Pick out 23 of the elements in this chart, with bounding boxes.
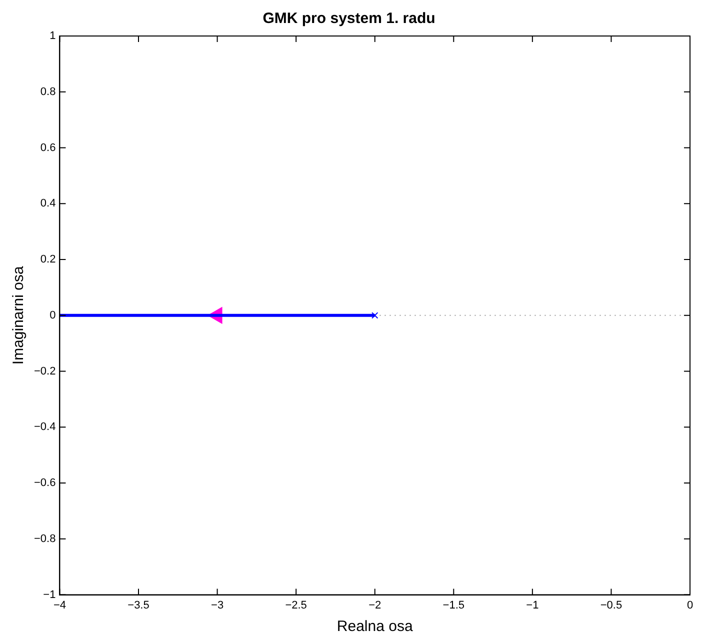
y-tick-label: −0.4: [34, 421, 56, 434]
x-tick-label: 0: [686, 599, 694, 612]
x-tick-label: −3: [211, 599, 224, 612]
y-tick-label: −0.2: [34, 365, 56, 378]
y-tick-label: 0.2: [40, 254, 56, 266]
y-tick-label: 0.8: [40, 86, 56, 98]
y-tick-label: −0.6: [34, 477, 56, 490]
y-tick-label: 0.6: [40, 142, 56, 154]
x-tick-label: −4: [53, 599, 66, 612]
x-tick-label: −2: [368, 599, 382, 612]
chart-title: GMK pro system 1. radu: [262, 10, 436, 28]
y-axis-title: Imaginarni osa: [10, 266, 28, 365]
x-tick-label: −1: [526, 599, 539, 612]
y-tick-label: 0.4: [40, 198, 56, 210]
y-tick-label: −1: [43, 588, 56, 601]
x-tick-label: −0.5: [600, 599, 622, 612]
x-tick-label: −3.5: [128, 599, 150, 612]
y-tick-label: −0.8: [34, 532, 56, 545]
x-tick-label: −2.5: [285, 599, 307, 612]
y-tick-label: 0: [50, 309, 56, 322]
x-axis-title: Realna osa: [336, 618, 414, 636]
x-tick-label: −1.5: [442, 599, 465, 612]
y-tick-label: 1: [50, 30, 56, 42]
